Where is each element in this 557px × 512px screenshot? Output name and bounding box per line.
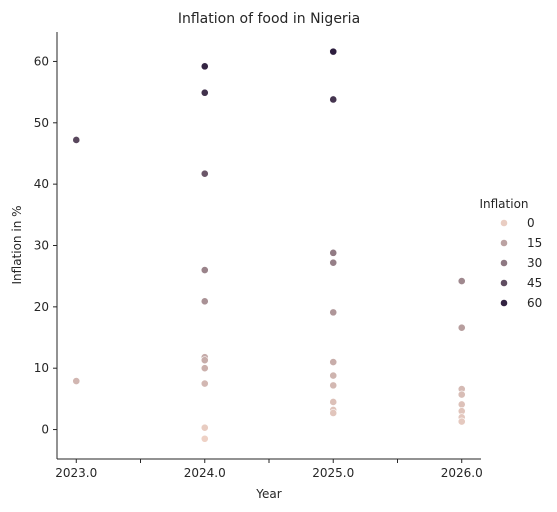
scatter-point	[457, 417, 466, 426]
scatter-point	[200, 356, 209, 365]
x-tick-label: 2026.0	[441, 466, 483, 480]
scatter-point	[200, 266, 209, 274]
legend-marker	[500, 219, 508, 227]
scatter-point	[457, 400, 466, 409]
legend-marker	[500, 279, 508, 287]
scatter-point	[200, 364, 209, 373]
scatter-point	[329, 95, 338, 104]
points-layer	[72, 47, 466, 443]
y-tick-label: 30	[34, 239, 49, 253]
legend-label: 60	[527, 296, 542, 310]
scatter-point	[457, 390, 466, 399]
legend-label: 45	[527, 276, 542, 290]
scatter-point	[200, 423, 209, 432]
y-tick-label: 40	[34, 177, 49, 191]
scatter-point	[457, 323, 466, 332]
scatter-point	[329, 381, 338, 390]
scatter-point	[200, 379, 209, 388]
scatter-point	[200, 62, 209, 71]
legend-title: Inflation	[479, 197, 528, 211]
legend: Inflation 0 15 30 45 60	[479, 197, 542, 310]
legend-marker	[500, 299, 508, 307]
scatter-point	[457, 277, 466, 285]
x-tick-label: 2025.0	[312, 466, 354, 480]
scatter-point	[200, 88, 209, 97]
legend-label: 15	[527, 236, 542, 250]
x-tick-label: 2024.0	[184, 466, 226, 480]
y-axis-label: Inflation in %	[10, 205, 24, 284]
y-tick-label: 10	[34, 361, 49, 375]
y-tick-label: 50	[34, 116, 49, 130]
y-tick-label: 20	[34, 300, 49, 314]
scatter-point	[329, 358, 338, 366]
x-tick-label: 2023.0	[55, 466, 97, 480]
scatter-point	[72, 136, 81, 144]
y-tick-label: 60	[34, 54, 49, 68]
scatter-point	[329, 409, 338, 417]
y-tick-label: 0	[41, 423, 49, 437]
legend-items: 0 15 30 45 60	[500, 216, 542, 310]
scatter-point	[72, 377, 81, 385]
scatter-point	[329, 371, 338, 380]
y-axis-ticks: 0 10 20 30 40 50 60	[34, 54, 57, 437]
scatter-point	[200, 297, 209, 306]
scatter-point	[329, 308, 338, 317]
x-axis-label: Year	[255, 487, 281, 501]
legend-marker	[500, 239, 508, 247]
scatter-point	[200, 169, 209, 178]
scatter-point	[329, 258, 338, 267]
chart-title: Inflation of food in Nigeria	[178, 11, 360, 27]
scatter-point	[329, 398, 338, 406]
legend-label: 30	[527, 256, 542, 270]
plot-area: 0 10 20 30 40 50 60 2023.0 2024.0 2025.0 2026.0	[34, 32, 483, 480]
legend-label: 0	[527, 216, 535, 230]
legend-marker	[500, 259, 508, 267]
scatter-point	[329, 47, 338, 56]
scatter-point	[200, 434, 209, 443]
scatter-point	[329, 248, 338, 257]
x-axis-ticks: 2023.0 2024.0 2025.0 2026.0	[55, 459, 483, 480]
